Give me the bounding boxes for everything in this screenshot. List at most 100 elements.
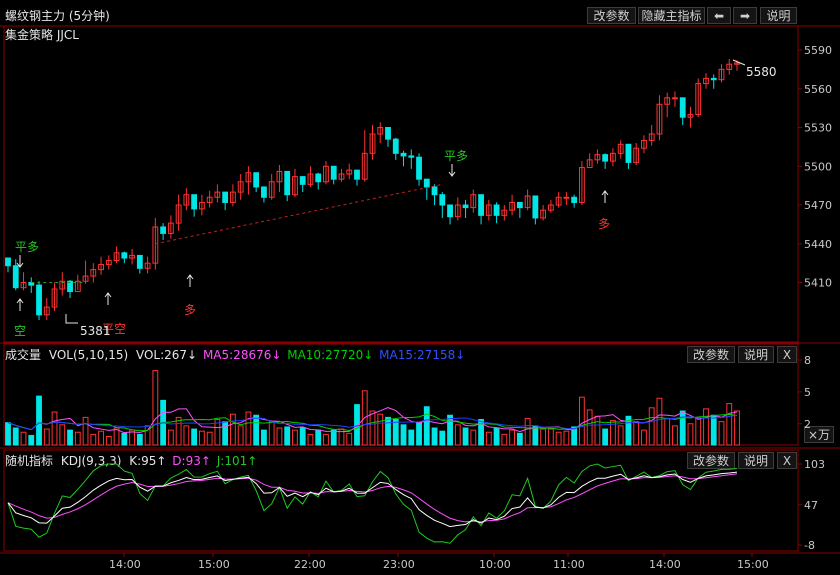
volume-bar: [563, 430, 570, 446]
volume-bar: [261, 429, 267, 446]
volume-bar: [664, 417, 671, 446]
volume-bar: [51, 411, 58, 446]
candle-body: [354, 169, 360, 180]
volume-help-button[interactable]: 说明: [738, 346, 774, 363]
kdj-close-button[interactable]: X: [777, 452, 797, 469]
volume-bar: [610, 420, 616, 446]
x-tick-label: 11:00: [553, 558, 585, 571]
volume-bar: [36, 395, 42, 446]
candle-body: [237, 181, 244, 193]
candle-body: [718, 68, 725, 81]
candle-body: [144, 262, 151, 269]
volume-close-button[interactable]: X: [777, 346, 797, 363]
candle-body: [586, 159, 593, 169]
hide-main-indicator-button[interactable]: 隐藏主指标: [638, 7, 705, 24]
volume-bar: [687, 423, 694, 446]
candle-body: [268, 181, 275, 198]
volume-bar: [501, 433, 508, 446]
candle-body: [470, 194, 477, 209]
volume-bar: [431, 427, 438, 446]
y-tick-label: 103: [804, 458, 825, 471]
volume-bar: [703, 408, 709, 446]
volume-bar: [152, 370, 159, 446]
volume-bar: [672, 425, 678, 446]
next-arrow-icon[interactable]: ➡: [733, 7, 757, 24]
kdj-label: 随机指标: [5, 454, 54, 468]
volume-bar: [617, 425, 624, 446]
prev-arrow-icon[interactable]: ⬅: [707, 7, 731, 24]
candle-body: [175, 204, 182, 224]
kdj-help-button[interactable]: 说明: [738, 452, 774, 469]
volume-params-button[interactable]: 改参数: [687, 346, 735, 363]
volume-bar: [12, 427, 19, 446]
candle-body: [284, 170, 291, 196]
volume-ma15: MA15:27158↓: [379, 348, 466, 362]
volume-bar: [547, 428, 554, 446]
volume-bar: [478, 419, 484, 446]
candle-body: [392, 138, 399, 154]
volume-unit-label: ×万: [804, 426, 834, 443]
volume-bar: [276, 427, 283, 446]
main-params-button[interactable]: 改参数: [587, 7, 636, 24]
volume-bar: [423, 406, 430, 446]
candle-body: [105, 260, 112, 265]
volume-bar: [43, 428, 50, 446]
signal-label: 平空: [102, 322, 126, 336]
x-tick-label: 22:00: [294, 558, 326, 571]
candle-body: [555, 196, 562, 206]
candle-body: [20, 282, 27, 289]
candle-body: [82, 275, 89, 282]
volume-bar: [5, 422, 11, 446]
kdj-params-button[interactable]: 改参数: [687, 452, 735, 469]
candle-body: [641, 139, 647, 149]
candle-body: [292, 176, 298, 196]
high-price-pointer: [732, 59, 746, 66]
volume-bar: [206, 431, 213, 446]
x-tick-label: 15:00: [737, 558, 769, 571]
volume-bar: [656, 397, 663, 446]
candle-body: [121, 252, 128, 259]
volume-bar: [734, 410, 740, 446]
candle-body: [578, 167, 585, 203]
candle-body: [447, 204, 453, 218]
y-tick-label: -8: [804, 539, 815, 552]
main-help-button[interactable]: 说明: [760, 7, 797, 24]
candle-body: [454, 204, 461, 218]
volume-bar: [245, 411, 252, 446]
volume-bar: [392, 419, 399, 446]
candle-body: [245, 172, 252, 183]
kdj-j-value: J:101↑: [216, 454, 258, 468]
candle-body: [346, 169, 353, 175]
volume-bar: [385, 416, 391, 446]
y-tick-label: 5440: [804, 238, 832, 251]
signal-arrow: [16, 262, 24, 268]
high-price-label: 5580: [746, 65, 777, 79]
volume-bar: [594, 415, 601, 446]
candle-body: [253, 172, 260, 188]
candle-body: [183, 194, 190, 206]
volume-bar: [555, 431, 562, 446]
volume-bar: [400, 424, 407, 446]
candle-body: [222, 191, 229, 203]
kdj-d-value: D:93↑: [172, 454, 211, 468]
candle-body: [695, 83, 702, 116]
volume-bar: [509, 429, 515, 446]
candle-body: [648, 133, 655, 141]
volume-bar: [105, 436, 112, 446]
y-tick-label: 2: [804, 418, 811, 431]
candle-body: [431, 186, 438, 196]
candle-body: [602, 154, 609, 162]
candle-body: [672, 97, 678, 100]
volume-bar: [439, 430, 446, 446]
trend-line: [155, 183, 443, 245]
candle-body: [307, 173, 314, 185]
signal-label: 平多: [15, 240, 39, 254]
candle-body: [74, 280, 81, 293]
volume-bar: [214, 419, 221, 446]
volume-ma-line: [7, 413, 738, 432]
volume-bar: [315, 429, 322, 446]
x-tick-label: 14:00: [649, 558, 681, 571]
volume-bar: [253, 414, 260, 446]
y-tick-label: 5590: [804, 44, 832, 57]
